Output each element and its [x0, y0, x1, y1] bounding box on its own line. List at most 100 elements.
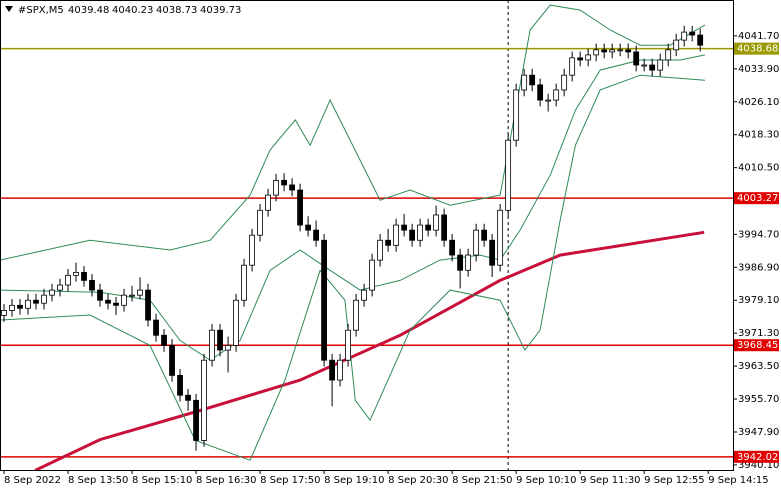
candle-body [521, 74, 528, 91]
candle-body [41, 294, 47, 304]
x-tick-label: 9 Sep 11:30 [580, 475, 640, 486]
candle-body [553, 89, 560, 101]
candle-body [73, 271, 79, 276]
candle-body [649, 64, 656, 71]
candle-body [625, 49, 632, 53]
x-tick-label: 8 Sep 17:50 [260, 475, 320, 486]
header-value: 4039.48 [68, 5, 109, 16]
x-tick-label: 8 Sep 15:10 [132, 475, 192, 486]
price-level-label: 4003.27 [737, 193, 778, 204]
candle-body [273, 179, 279, 196]
y-tick-label: 3979.10 [738, 295, 779, 306]
candle-body [113, 302, 119, 306]
candle-body [569, 57, 576, 76]
candle-body [305, 224, 311, 231]
candle-body [121, 294, 127, 306]
candle-body [681, 31, 688, 41]
candle-body [577, 57, 584, 61]
x-tick-label: 8 Sep 21:50 [452, 475, 512, 486]
symbol: #SPX,M5 [18, 5, 64, 16]
candle-body [561, 74, 568, 91]
price-level-label: 4038.68 [737, 44, 778, 55]
y-tick-label: 3994.70 [738, 229, 779, 240]
chart-header: #SPX,M5 4039.48 4040.23 4038.73 4039.73 [5, 5, 241, 16]
candle-body [169, 345, 175, 376]
candle-body [9, 304, 15, 311]
candle-body [321, 239, 327, 361]
candle-body [233, 299, 239, 346]
y-tick-label: 3955.70 [738, 394, 779, 405]
header-value: 4040.23 [112, 5, 153, 16]
candle-body [137, 289, 143, 296]
candle-body [457, 254, 464, 271]
candle-body [185, 394, 191, 401]
candle-body [57, 284, 63, 291]
candle-body [425, 224, 432, 231]
candle-body [513, 89, 520, 141]
candle-body [473, 229, 480, 256]
candle-body [617, 49, 624, 52]
candle-body [97, 289, 103, 301]
candle-body [153, 319, 159, 336]
candle-body [329, 359, 335, 381]
candle-body [385, 239, 392, 246]
candle-body [337, 359, 343, 381]
candle-body [505, 139, 512, 211]
candle-body [1, 309, 7, 316]
candle-body [89, 279, 95, 291]
candle-body [609, 49, 616, 53]
candle-body [297, 189, 303, 226]
x-tick-label: 8 Sep 19:10 [324, 475, 384, 486]
candle-body [449, 239, 456, 256]
y-tick-label: 4041.70 [738, 31, 779, 42]
plot-area [1, 1, 733, 470]
candle-body [417, 224, 424, 241]
x-tick-label: 9 Sep 14:15 [708, 475, 768, 486]
candle-body [177, 375, 183, 396]
candle-body [545, 99, 552, 102]
candle-body [657, 59, 664, 71]
candle-body [345, 329, 351, 361]
candle-body [49, 289, 55, 296]
candle-body [201, 359, 207, 441]
x-tick-label: 8 Sep 16:30 [196, 475, 256, 486]
price-level-tag [734, 42, 779, 55]
y-tick-label: 4010.50 [738, 163, 779, 174]
x-tick-label: 8 Sep 2022 [4, 475, 61, 486]
candle-body [401, 224, 408, 231]
price-level-tag [734, 450, 779, 463]
x-tick-label: 9 Sep 12:55 [644, 475, 704, 486]
candle-body [665, 49, 672, 61]
y-tick-label: 3940.10 [738, 460, 779, 471]
dropdown-icon[interactable] [5, 6, 13, 12]
candle-body [377, 239, 384, 261]
candle-body [313, 229, 319, 241]
candle-body [81, 271, 87, 281]
candle-body [353, 299, 359, 331]
candle-body [673, 39, 680, 51]
x-tick-label: 9 Sep 10:10 [516, 475, 576, 486]
y-tick-label: 4026.10 [738, 97, 779, 108]
candle-body [369, 259, 376, 291]
candle-body [393, 224, 400, 246]
candle-body [689, 31, 696, 36]
y-tick-label: 4033.90 [738, 64, 779, 75]
candle-body [433, 214, 440, 231]
candle-body [105, 299, 111, 304]
header-value: 4039.73 [200, 5, 241, 16]
candle-body [697, 34, 704, 46]
candle-body [441, 214, 448, 241]
candle-body [209, 329, 215, 361]
candle-body [497, 209, 504, 266]
candle-body [249, 234, 255, 266]
y-tick-label: 3986.90 [738, 262, 779, 273]
candle-body [289, 184, 295, 191]
candle-body [25, 299, 31, 309]
candle-body [481, 229, 488, 241]
plot-frame [0, 0, 734, 471]
price-level-tag [734, 192, 779, 205]
candle-body [217, 329, 223, 351]
candle-body [17, 304, 23, 309]
price-level-label: 3942.02 [737, 452, 778, 463]
